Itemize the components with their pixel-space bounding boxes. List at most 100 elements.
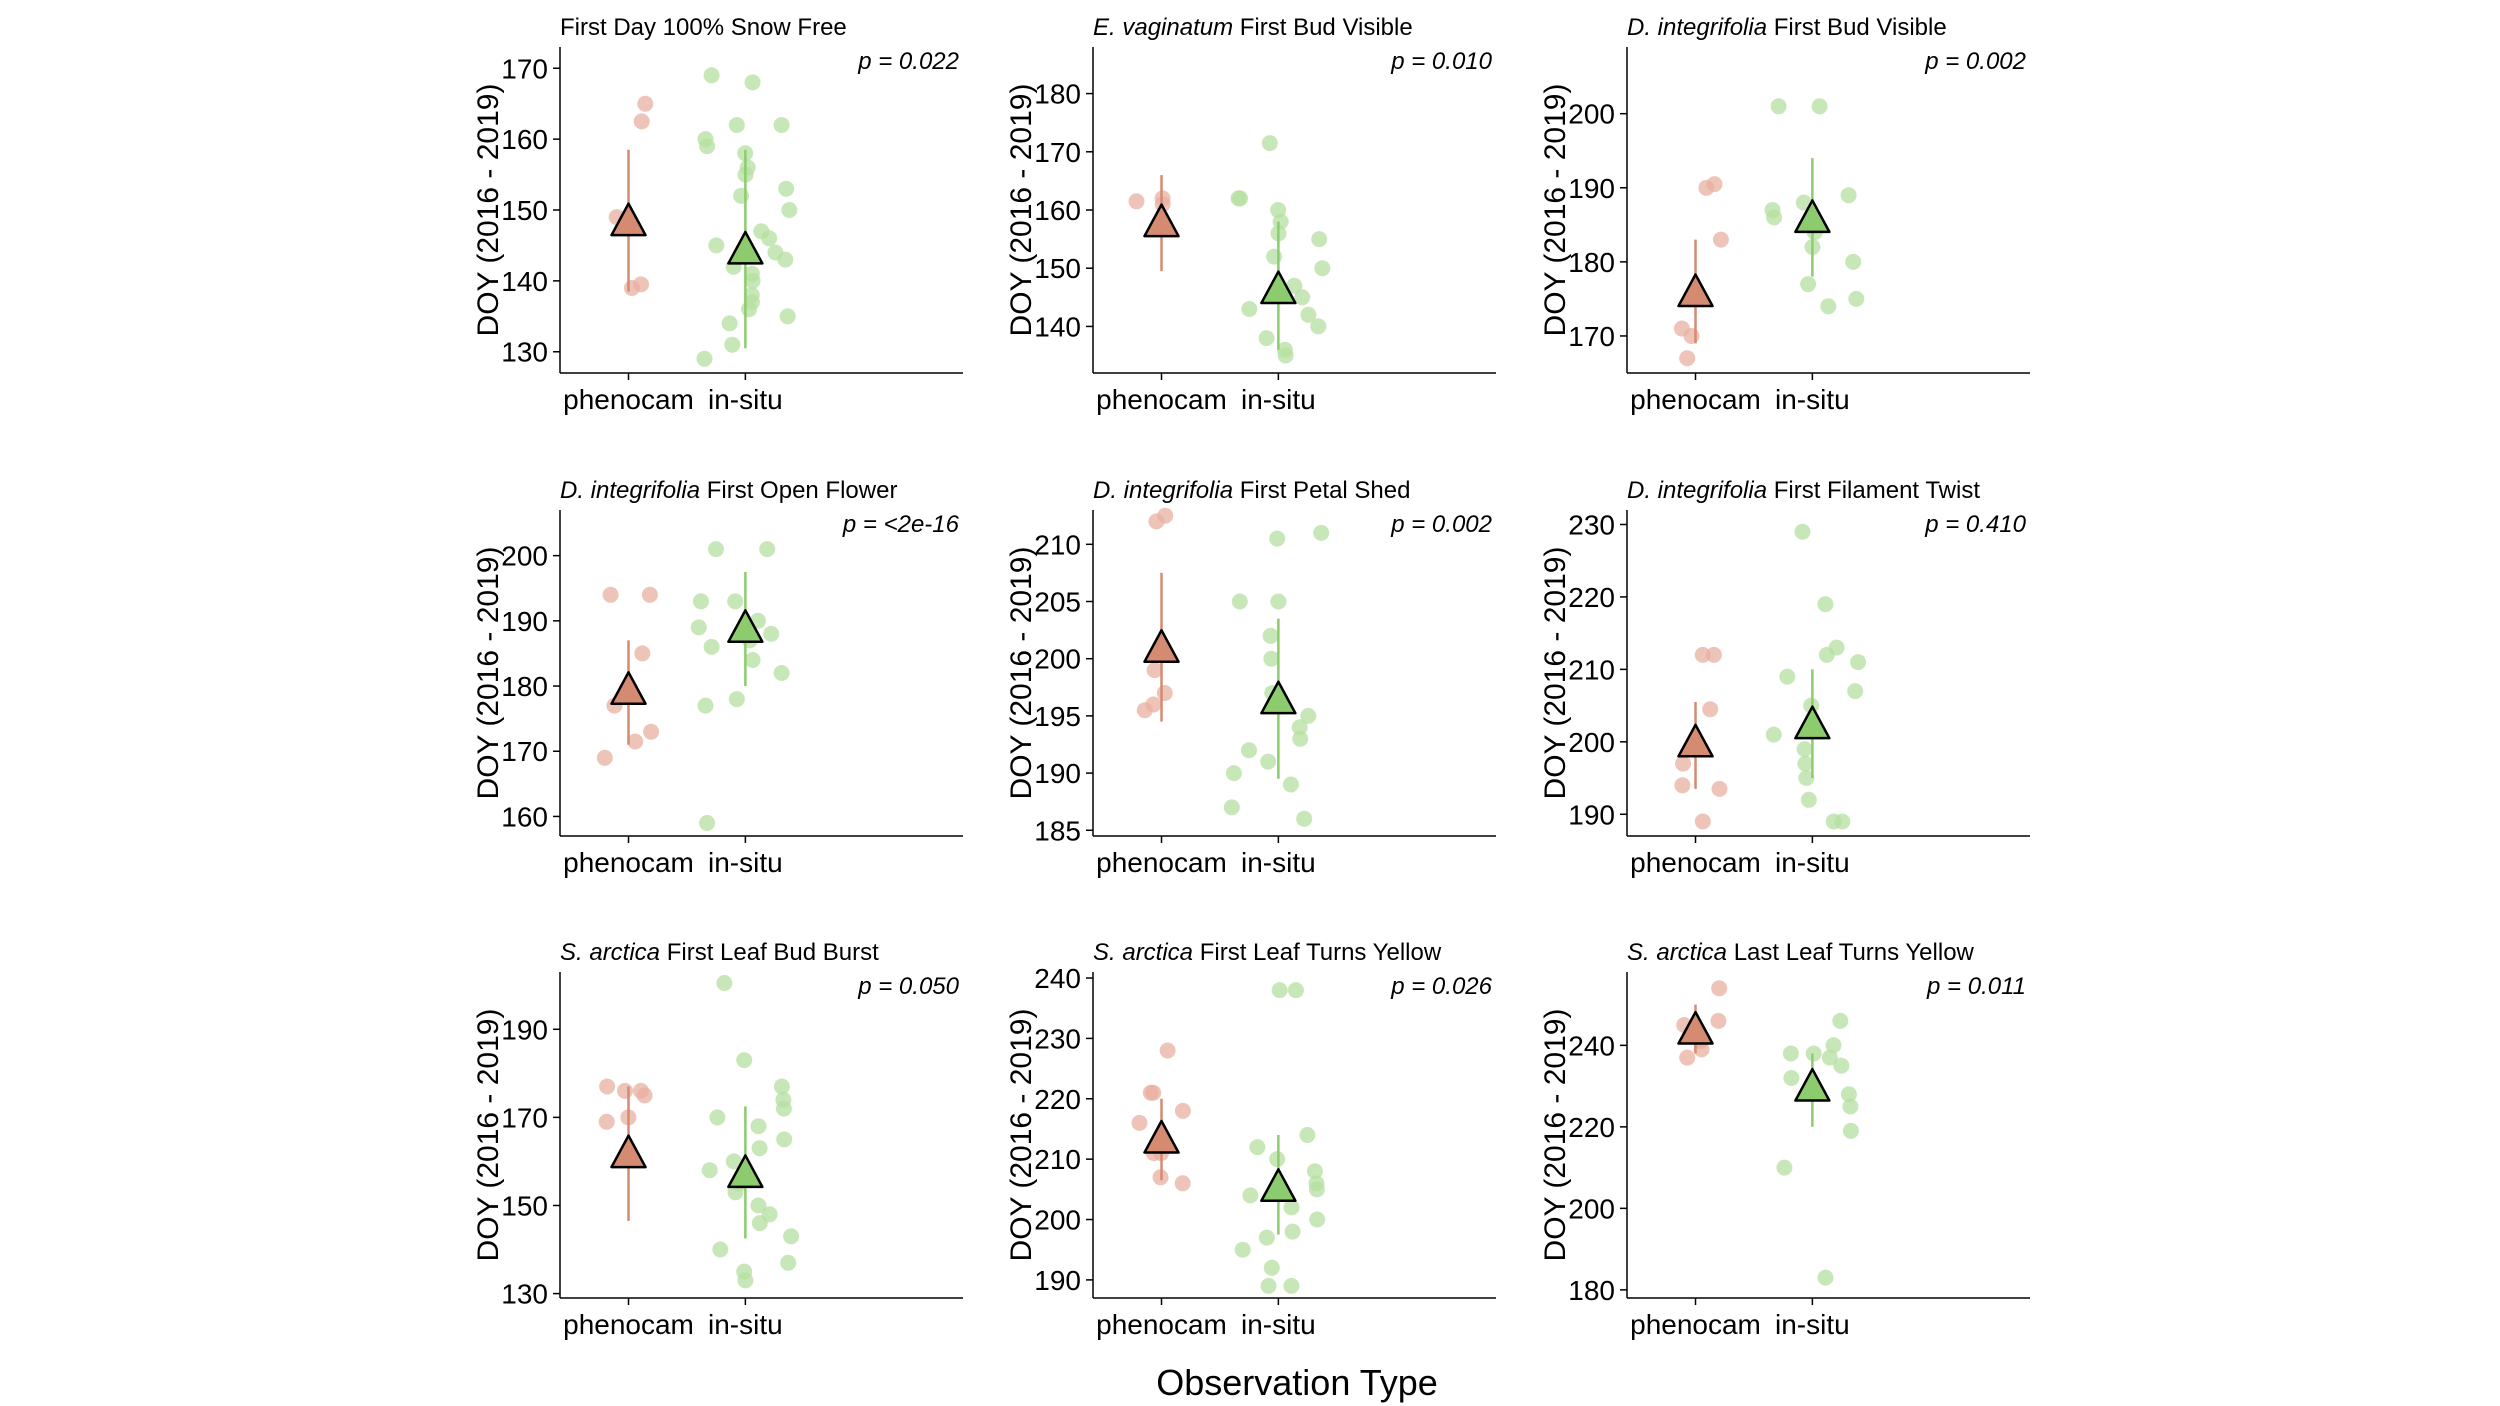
- panel-3: D. integrifolia First Bud Visible p = 0.0…: [1539, 14, 2030, 415]
- p-value-label: p = 0.026: [1390, 973, 1492, 1000]
- data-point-insitu: [728, 691, 745, 708]
- data-point-phenocam: [1146, 662, 1163, 679]
- panel-title: D. integrifolia First Bud Visible: [1627, 14, 1947, 41]
- y-tick-label: 170: [501, 1102, 548, 1133]
- data-point-insitu: [751, 1140, 768, 1157]
- mean-marker-phenocam: [610, 1134, 647, 1169]
- data-point-phenocam: [617, 1082, 633, 1099]
- panel-title: S. arctica First Leaf Turns Yellow: [1093, 939, 1442, 966]
- data-point-insitu: [773, 117, 790, 133]
- data-point-insitu: [759, 541, 776, 558]
- data-point-insitu: [736, 1263, 753, 1280]
- data-point-phenocam: [1157, 507, 1174, 524]
- data-point-insitu: [1811, 98, 1828, 115]
- mean-marker-insitu: [1260, 680, 1297, 715]
- panel-4: D. integrifolia First Open Flower p = <2e…: [472, 477, 963, 878]
- data-point-insitu: [1261, 135, 1278, 152]
- data-point-insitu: [1231, 593, 1248, 610]
- data-point-insitu: [728, 117, 745, 133]
- y-tick-label: 160: [1034, 195, 1081, 226]
- data-point-insitu: [697, 131, 714, 148]
- data-point-insitu: [736, 1052, 753, 1069]
- x-category-label: phenocam: [563, 1309, 694, 1340]
- data-point-insitu: [1850, 654, 1867, 671]
- panel-5: D. integrifolia First Petal Shed p = 0.00…: [1005, 477, 1496, 878]
- panel-8: S. arctica First Leaf Turns Yellow p = 0.…: [1005, 939, 1496, 1340]
- data-point-insitu: [1770, 98, 1787, 115]
- y-tick-label: 195: [1034, 701, 1081, 732]
- y-tick-label: 240: [1568, 1030, 1615, 1061]
- data-point-insitu: [1848, 290, 1865, 307]
- mean-marker-phenocam: [1677, 1010, 1714, 1045]
- data-point-insitu: [1310, 318, 1327, 335]
- panel-title-text: First Filament Twist: [1774, 477, 1981, 504]
- y-tick-label: 200: [1568, 727, 1615, 758]
- p-value-label: p = 0.011: [1926, 973, 2026, 1000]
- data-point-insitu: [699, 815, 716, 831]
- panel-title-text: First Open Flower: [707, 477, 898, 504]
- data-point-phenocam: [632, 1082, 649, 1099]
- x-category-label: phenocam: [1630, 384, 1761, 415]
- data-point-insitu: [767, 244, 784, 261]
- data-point-insitu: [1283, 1277, 1300, 1294]
- y-tick-label: 200: [1568, 99, 1615, 130]
- y-axis-label: DOY (2016 - 2019): [1539, 547, 1572, 800]
- y-tick-label: 180: [1568, 1275, 1615, 1306]
- y-tick-label: 240: [1034, 963, 1081, 994]
- x-category-label: in-situ: [1775, 847, 1850, 878]
- data-point-insitu: [708, 237, 725, 254]
- mean-marker-phenocam: [1143, 203, 1180, 238]
- data-point-phenocam: [1128, 193, 1145, 210]
- data-point-phenocam: [1710, 1012, 1727, 1029]
- data-point-insitu: [750, 1118, 767, 1135]
- data-point-phenocam: [634, 645, 651, 662]
- y-axis-label: DOY (2016 - 2019): [1005, 547, 1038, 800]
- data-point-insitu: [781, 202, 798, 218]
- y-tick-label: 170: [501, 53, 548, 84]
- data-point-insitu: [1284, 1223, 1301, 1240]
- panel-title: S. arctica First Leaf Bud Burst: [560, 939, 879, 966]
- data-point-phenocam: [1706, 176, 1723, 193]
- y-tick-label: 210: [1568, 654, 1615, 685]
- data-point-insitu: [1840, 187, 1857, 204]
- y-tick-label: 160: [501, 124, 548, 155]
- data-point-insitu: [1270, 593, 1287, 610]
- data-point-insitu: [1840, 1086, 1857, 1103]
- y-tick-label: 190: [1568, 173, 1615, 204]
- data-point-insitu: [1291, 719, 1308, 736]
- data-point-phenocam: [1673, 320, 1690, 337]
- data-point-insitu: [703, 67, 720, 84]
- panel-title: E. vaginatum First Bud Visible: [1093, 14, 1413, 41]
- data-point-phenocam: [596, 749, 613, 766]
- data-point-insitu: [1783, 1070, 1800, 1086]
- data-point-insitu: [1286, 277, 1303, 294]
- x-category-label: in-situ: [708, 384, 783, 415]
- y-tick-label: 220: [1568, 582, 1615, 613]
- mean-marker-insitu: [727, 1154, 764, 1189]
- x-axis-title: Observation Type: [1156, 1362, 1438, 1403]
- data-point-phenocam: [1156, 685, 1173, 701]
- data-point-insitu: [1311, 231, 1328, 248]
- data-point-insitu: [1776, 1159, 1793, 1176]
- data-point-insitu: [1263, 650, 1280, 667]
- data-point-insitu: [1266, 248, 1283, 265]
- data-point-insitu: [697, 697, 714, 714]
- y-axis-label: DOY (2016 - 2019): [472, 84, 505, 337]
- data-point-insitu: [1798, 770, 1815, 786]
- mean-marker-phenocam: [1143, 629, 1180, 663]
- data-point-insitu: [1234, 1241, 1251, 1258]
- data-point-insitu: [1309, 1211, 1326, 1228]
- p-value-label: p = 0.410: [1924, 511, 2026, 538]
- x-category-label: in-situ: [1241, 384, 1316, 415]
- data-point-insitu: [1805, 1045, 1822, 1062]
- y-tick-label: 185: [1034, 815, 1081, 846]
- y-tick-label: 150: [501, 1190, 548, 1221]
- mean-marker-phenocam: [1677, 723, 1714, 758]
- data-point-insitu: [1842, 1098, 1859, 1115]
- data-point-phenocam: [637, 95, 654, 112]
- panel-title-species: S. arctica: [1627, 939, 1734, 966]
- x-category-label: phenocam: [1096, 847, 1227, 878]
- data-point-insitu: [1797, 755, 1814, 772]
- panel-title-text: First Day 100% Snow Free: [560, 14, 847, 41]
